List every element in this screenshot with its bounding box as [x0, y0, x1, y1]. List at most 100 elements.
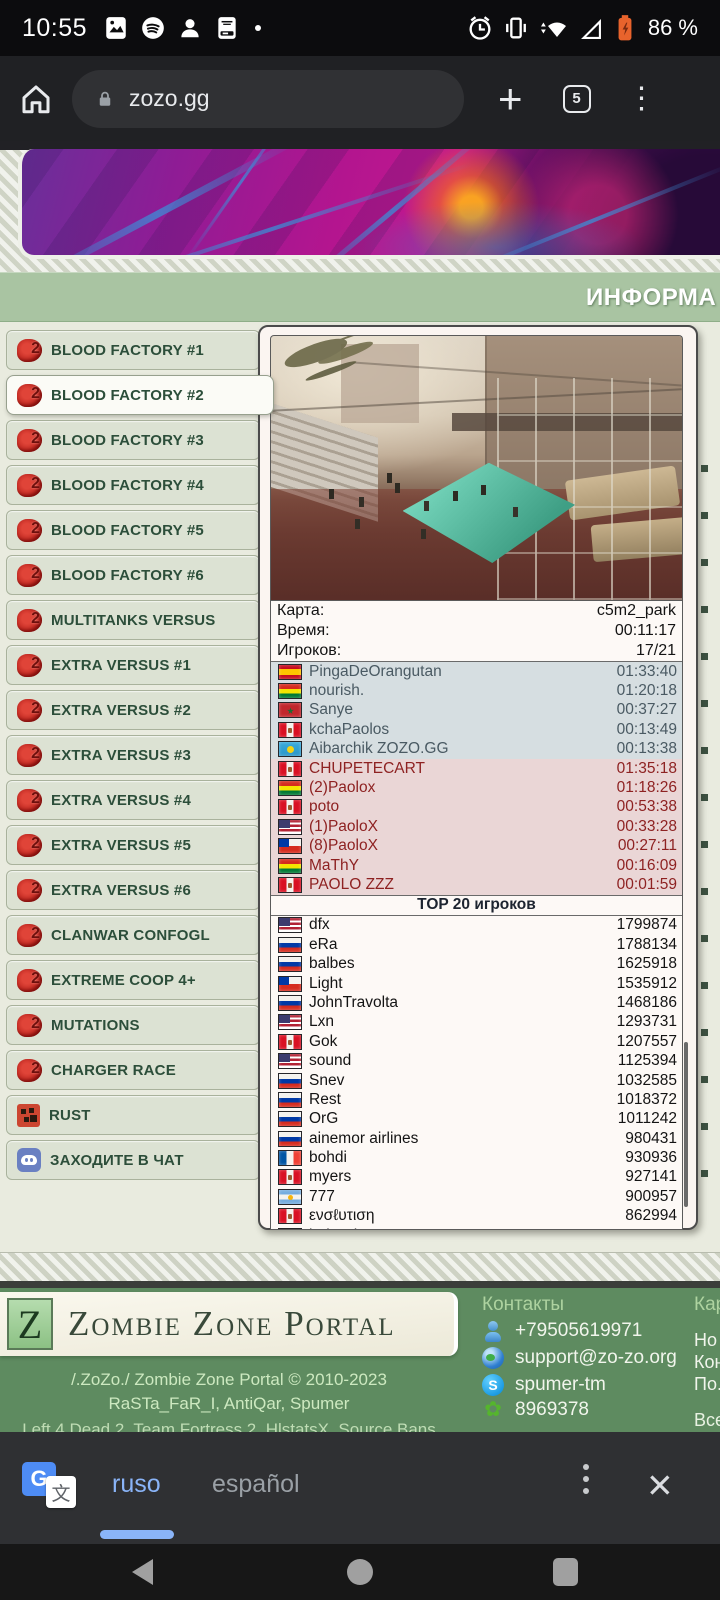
footer-logo-banner: Z Zombie Zone Portal — [0, 1292, 458, 1356]
sidebar-server-item[interactable]: BLOOD FACTORY #2 — [6, 375, 274, 415]
clock: 10:55 — [22, 13, 88, 42]
sitemap-link[interactable]: По. — [694, 1374, 720, 1394]
country-flag-icon — [278, 1033, 302, 1050]
player-row: (8)PaoloX 00:27:11 — [271, 837, 682, 856]
sidebar-server-item[interactable]: EXTRA VERSUS #2 — [6, 690, 260, 730]
sidebar-server-item[interactable]: BLOOD FACTORY #4 — [6, 465, 260, 505]
recents-button-icon[interactable] — [553, 1558, 578, 1586]
country-flag-icon — [278, 721, 302, 738]
translate-tab-target[interactable]: español — [212, 1470, 300, 1498]
new-tab-button[interactable]: + — [498, 74, 523, 122]
sidebar-server-item[interactable]: MUTATIONS — [6, 1005, 260, 1045]
contact-email[interactable]: support@zo-zo.org — [482, 1347, 677, 1369]
url-bar[interactable]: zozo.gg — [72, 69, 464, 128]
sidebar-server-item[interactable]: BLOOD FACTORY #6 — [6, 555, 260, 595]
top-player-score: 1207557 — [616, 1032, 677, 1050]
top-player-row-partial: balvach 861975 — [271, 1226, 682, 1229]
sidebar-item-label: BLOOD FACTORY #1 — [51, 341, 204, 359]
play-time: 00:13:38 — [616, 740, 677, 758]
sidebar-server-item[interactable]: EXTRA VERSUS #3 — [6, 735, 260, 775]
sidebar-server-item[interactable]: EXTRA VERSUS #1 — [6, 645, 260, 685]
player-name: (8)PaoloX — [309, 837, 378, 855]
sidebar-server-item[interactable]: EXTREME COOP 4+ — [6, 960, 260, 1000]
sidebar-server-item[interactable]: CHARGER RACE — [6, 1050, 260, 1090]
browser-menu-button[interactable]: ⋮ — [626, 81, 657, 115]
battery-icon — [618, 15, 632, 41]
sidebar-server-item[interactable]: ЗАХОДИТЕ В ЧАТ — [6, 1140, 260, 1180]
country-flag-icon — [278, 760, 302, 777]
server-list-sidebar: BLOOD FACTORY #1 BLOOD FACTORY #2 BLOOD … — [6, 330, 274, 1185]
sidebar-server-item[interactable]: EXTRA VERSUS #5 — [6, 825, 260, 865]
sitemap-link[interactable]: Но — [694, 1330, 718, 1350]
footer-divider — [0, 1281, 720, 1288]
system-status-icons: 86 % — [466, 13, 698, 43]
sidebar-server-item[interactable]: EXTRA VERSUS #6 — [6, 870, 260, 910]
icq-flower-icon: ✿ — [484, 1398, 502, 1421]
top-player-name: Rest — [309, 1090, 341, 1108]
server-game-icon — [17, 1103, 40, 1127]
tab-switcher-button[interactable]: 5 — [562, 84, 591, 113]
list-bullet-icon — [701, 935, 708, 942]
top-player-row: Gok 1207557 — [271, 1032, 682, 1051]
clipped-news-bullets — [701, 465, 711, 1217]
server-game-icon — [17, 743, 42, 767]
signal-triangle-icon — [580, 19, 601, 39]
sidebar-server-item[interactable]: CLANWAR CONFOGL — [6, 915, 260, 955]
top-player-name: ενσℓυτιση — [309, 1207, 375, 1225]
top-player-row: Rest 1018372 — [271, 1090, 682, 1109]
top-player-score: 1788134 — [616, 935, 677, 953]
sidebar-server-item[interactable]: BLOOD FACTORY #3 — [6, 420, 260, 460]
skype-icon: S — [482, 1374, 504, 1396]
translate-close-button[interactable]: ✕ — [646, 1467, 674, 1504]
back-button-icon[interactable] — [132, 1559, 153, 1585]
sidebar-server-item[interactable]: BLOOD FACTORY #1 — [6, 330, 260, 370]
list-bullet-icon — [701, 794, 708, 801]
server-info-panel: Карта: c5m2_park Время: 00:11:17 Игроков… — [258, 325, 698, 1230]
google-translate-bar: G 文 ruso español ✕ — [0, 1432, 720, 1544]
list-bullet-icon — [701, 1123, 708, 1130]
server-game-icon — [17, 653, 42, 677]
country-flag-icon — [278, 1130, 302, 1147]
top-player-row: myers 927141 — [271, 1168, 682, 1187]
home-button-icon[interactable] — [347, 1559, 373, 1585]
top20-header: TOP 20 игроков — [271, 894, 682, 916]
infected-team-list: CHUPETECART 01:35:18 (2)Paolox 01:18:26 … — [271, 758, 682, 895]
notification-dot — [255, 25, 262, 31]
panel-scrollbar-thumb[interactable] — [684, 1042, 688, 1207]
sitemap-link[interactable]: Кон — [694, 1352, 720, 1372]
country-flag-icon — [278, 857, 302, 874]
country-flag-icon — [278, 1111, 302, 1128]
translate-tab-source[interactable]: ruso — [112, 1470, 161, 1498]
player-name: CHUPETECART — [309, 759, 425, 777]
contact-icq[interactable]: ✿ 8969378 — [482, 1399, 589, 1421]
survivor-team-list: PingaDeOrangutan 01:33:40 nourish. 01:20… — [271, 661, 682, 759]
list-bullet-icon — [701, 1076, 708, 1083]
games-line: Left 4 Dead 2, Team Fortress 2, HlstatsX… — [22, 1420, 436, 1432]
home-icon[interactable] — [18, 81, 54, 117]
country-flag-icon — [278, 1091, 302, 1108]
country-flag-icon — [278, 994, 302, 1011]
top-player-row: ενσℓυτιση 862994 — [271, 1207, 682, 1226]
sidebar-server-item[interactable]: RUST — [6, 1095, 260, 1135]
map-label: Карта: — [277, 602, 325, 619]
sidebar-server-item[interactable]: EXTRA VERSUS #4 — [6, 780, 260, 820]
player-row: MaThY 00:16:09 — [271, 856, 682, 875]
sidebar-server-item[interactable]: MULTITANKS VERSUS — [6, 600, 260, 640]
list-bullet-icon — [701, 465, 708, 472]
top-player-score: 862994 — [625, 1207, 677, 1225]
sitemap-more-link[interactable]: Все — [694, 1410, 720, 1430]
translate-menu-button[interactable] — [583, 1464, 589, 1512]
top-player-row: Lxn 1293731 — [271, 1013, 682, 1032]
sidebar-item-label: RUST — [49, 1106, 91, 1124]
country-flag-icon — [278, 936, 302, 953]
top-player-score: 1018372 — [616, 1090, 677, 1108]
server-game-icon — [17, 788, 42, 812]
contact-phone[interactable]: +79505619971 — [482, 1320, 642, 1342]
site-footer: Z Zombie Zone Portal /.ZoZo./ Zombie Zon… — [0, 1288, 720, 1432]
contact-skype[interactable]: S spumer-tm — [482, 1374, 606, 1396]
play-time: 00:37:27 — [616, 701, 677, 719]
sidebar-item-label: BLOOD FACTORY #3 — [51, 431, 204, 449]
sidebar-server-item[interactable]: BLOOD FACTORY #5 — [6, 510, 260, 550]
top-player-row: dfx 1799874 — [271, 916, 682, 935]
sidebar-item-label: CHARGER RACE — [51, 1061, 176, 1079]
